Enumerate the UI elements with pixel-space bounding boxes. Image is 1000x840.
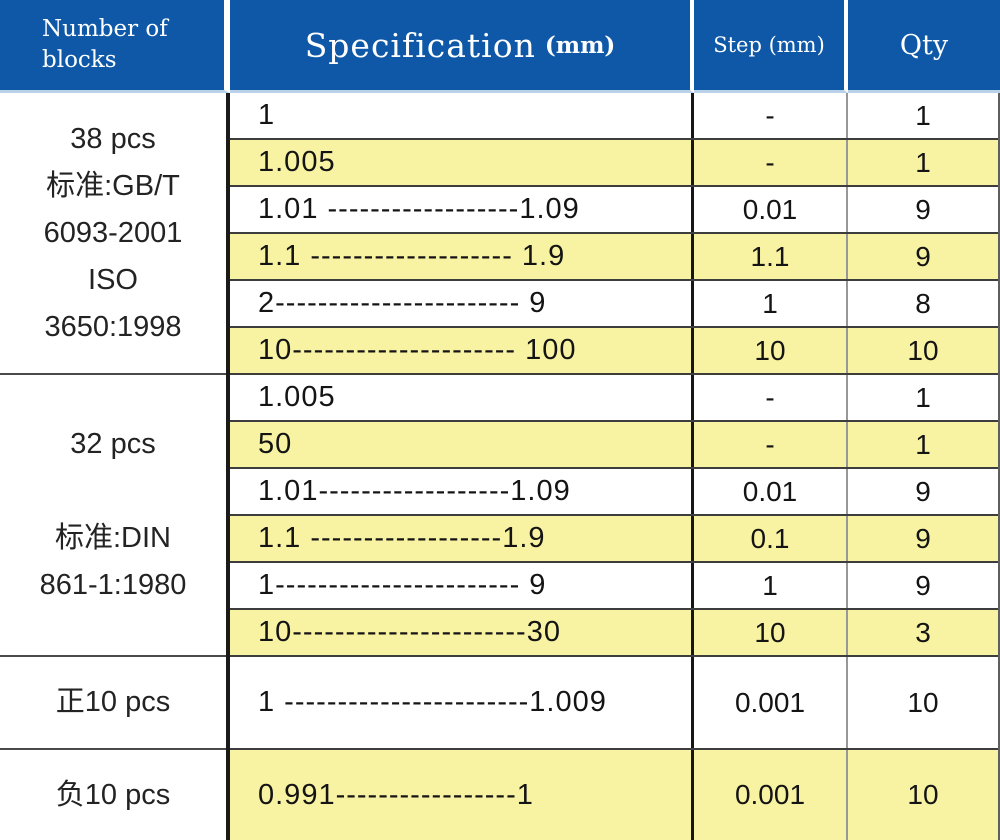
table-row: 1.01 ------------------1.09 0.01 9 — [230, 187, 998, 234]
spec-cell: 1 -----------------------1.009 — [230, 657, 694, 748]
header-qty: Qty — [848, 0, 1000, 93]
spec-cell: 1.01 ------------------1.09 — [230, 187, 694, 232]
step-cell: 0.1 — [694, 516, 848, 561]
step-cell: 0.001 — [694, 750, 848, 840]
table-row: 0.991-----------------1 0.001 10 — [230, 750, 998, 840]
spec-cell: 1 — [230, 93, 694, 138]
spec-cell: 50 — [230, 422, 694, 467]
spec-cell: 1.01------------------1.09 — [230, 469, 694, 514]
header-blocks-line1: Number of — [42, 15, 168, 42]
qty-cell: 1 — [915, 381, 931, 413]
group-label: 32 pcs 标准:DIN 861-1:1980 — [0, 375, 226, 657]
spec-cell: 1.1 ------------------- 1.9 — [230, 234, 694, 279]
step-cell: 10 — [694, 610, 848, 655]
table-row: 1.005- 1 — [230, 375, 998, 422]
group-label-line: 3650:1998 — [44, 310, 182, 343]
group-label: 38 pcs 标准:GB/T 6093-2001 ISO 3650:1998 — [0, 93, 226, 375]
group-label-line: ISO — [88, 263, 138, 296]
table-header: Number of blocks Specification (mm) Step… — [0, 0, 1000, 93]
spec-cell: 1.005 — [230, 140, 694, 185]
header-blocks-line2: blocks — [42, 47, 117, 73]
qty-cell: 9 — [915, 569, 931, 601]
qty-cell: 10 — [907, 334, 939, 366]
table-row: 1 -----------------------1.009 0.001 10 — [230, 657, 998, 750]
data-rows-column: 1-1 1.005-1 1.01 ------------------1.09 0.0… — [230, 93, 1000, 840]
qty-cell: 8 — [915, 287, 931, 319]
group-label-line: 32 pcs — [70, 428, 156, 460]
table-body: 38 pcs 标准:GB/T 6093-2001 ISO 3650:1998 32 pcs… — [0, 93, 1000, 840]
table-row: 50- 1 — [230, 422, 998, 469]
group-label-line: 标准:DIN — [54, 522, 171, 554]
group-label-line: 负10 pcs — [55, 778, 171, 811]
header-number-of-blocks: Number of blocks — [0, 0, 230, 93]
group-label: 负10 pcs — [0, 750, 226, 840]
step-cell: 1.1 — [694, 234, 848, 279]
header-step: Step (mm) — [694, 0, 848, 93]
group-label-line: 标准:GB/T — [46, 169, 180, 202]
qty-cell: 9 — [915, 475, 931, 507]
qty-cell: 1 — [915, 99, 931, 131]
qty-cell: 1 — [915, 146, 931, 178]
spec-cell: 1----------------------- 9 — [230, 563, 694, 608]
step-cell: - — [694, 422, 848, 467]
header-specification-unit: (mm) — [544, 31, 616, 59]
group-label: 正10 pcs — [0, 657, 226, 750]
qty-cell: 10 — [907, 779, 939, 810]
step-cell: 10 — [694, 328, 848, 373]
table-row: 1-1 — [230, 93, 998, 140]
blocks-label-column: 38 pcs 标准:GB/T 6093-2001 ISO 3650:1998 32 pcs… — [0, 93, 230, 840]
table-row: 1.1 ------------------1.9 0.1 9 — [230, 516, 998, 563]
group-label-line: 6093-2001 — [43, 216, 183, 249]
step-cell: - — [694, 93, 848, 138]
step-cell: - — [694, 375, 848, 420]
step-cell: - — [694, 140, 848, 185]
header-specification: Specification (mm) — [230, 0, 694, 93]
table-row: 10----------------------30 10 3 — [230, 610, 998, 657]
table-row: 1.1 ------------------- 1.9 1.1 9 — [230, 234, 998, 281]
table-row: 1.005- 1 — [230, 140, 998, 187]
header-specification-title: Specification — [304, 25, 536, 65]
spec-cell: 1.005 — [230, 375, 694, 420]
qty-cell: 9 — [915, 240, 931, 272]
qty-cell: 3 — [915, 616, 931, 648]
step-cell: 1 — [694, 281, 848, 326]
qty-cell: 10 — [907, 686, 939, 718]
qty-cell: 9 — [915, 193, 931, 225]
group-label-line: 正10 pcs — [55, 686, 171, 718]
group-label-line: 861-1:1980 — [39, 569, 187, 601]
spec-cell: 10----------------------30 — [230, 610, 694, 655]
spec-cell: 10--------------------- 100 — [230, 328, 694, 373]
step-cell: 0.01 — [694, 469, 848, 514]
step-cell: 0.001 — [694, 657, 848, 748]
spec-cell: 0.991-----------------1 — [230, 750, 694, 840]
qty-cell: 9 — [915, 522, 931, 554]
qty-cell: 1 — [915, 428, 931, 460]
table-row: 1.01------------------1.09 0.01 9 — [230, 469, 998, 516]
step-cell: 1 — [694, 563, 848, 608]
spec-cell: 2----------------------- 9 — [230, 281, 694, 326]
step-cell: 0.01 — [694, 187, 848, 232]
group-label-line: 38 pcs — [70, 122, 156, 155]
spec-cell: 1.1 ------------------1.9 — [230, 516, 694, 561]
table-row: 10--------------------- 100 10 10 — [230, 328, 998, 375]
